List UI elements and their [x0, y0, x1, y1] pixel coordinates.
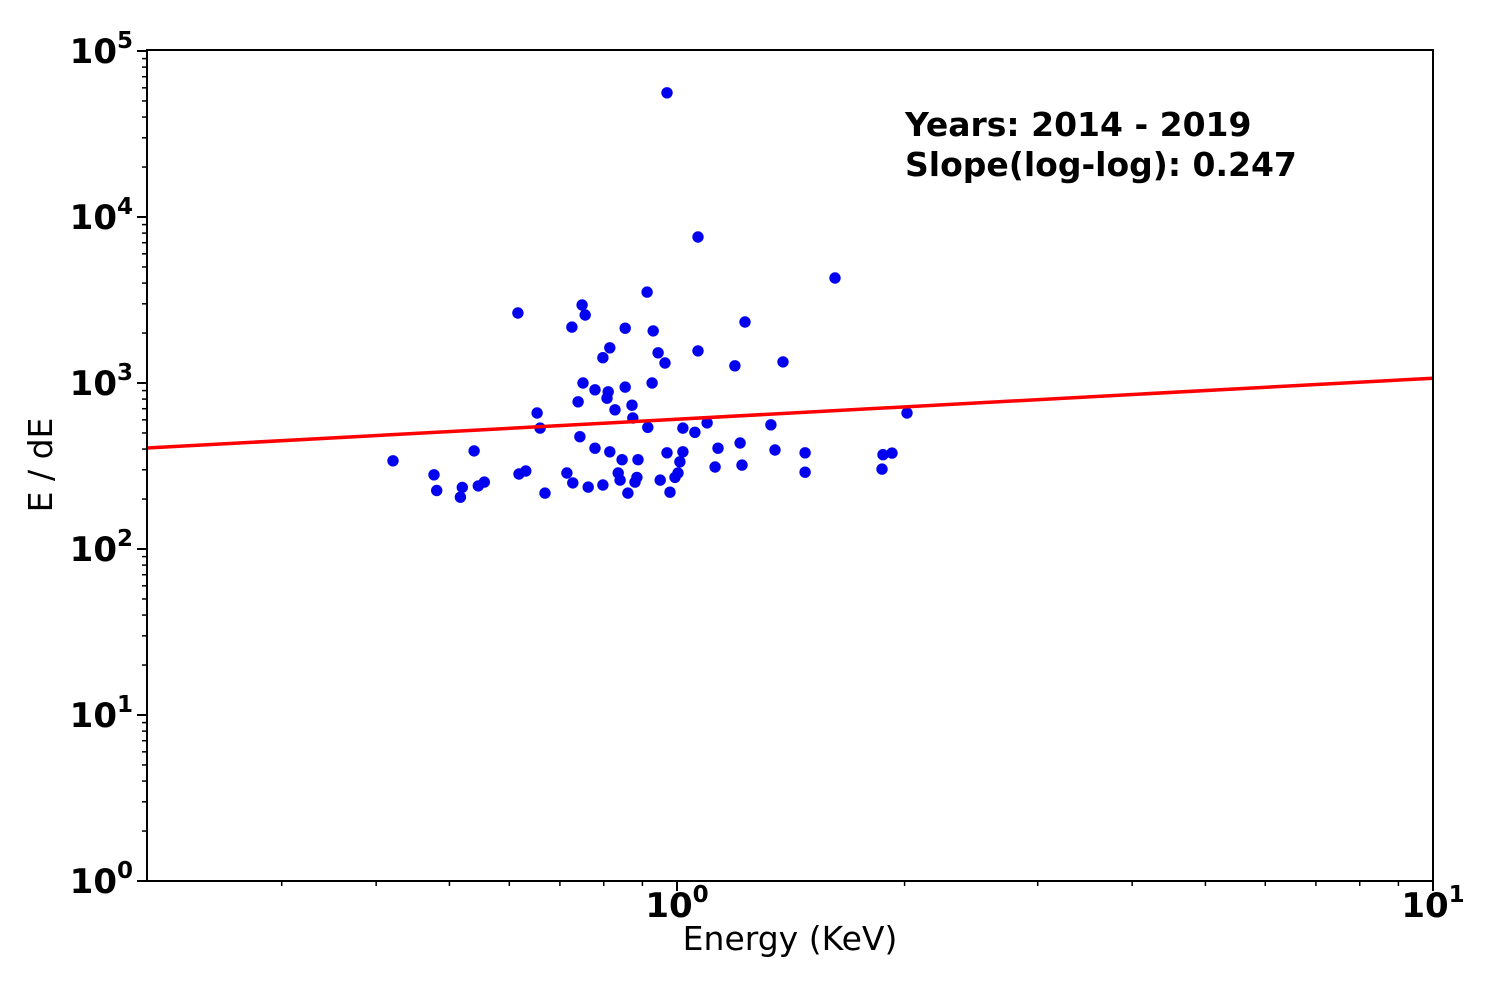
data-point: [701, 417, 713, 429]
data-point: [739, 316, 751, 328]
x-axis-label: Energy (KeV): [683, 919, 898, 958]
tick-labels: 100 101 100 101 102 103 104 105: [70, 28, 1465, 926]
data-point: [632, 454, 644, 466]
data-point: [646, 377, 658, 389]
data-point: [672, 467, 684, 479]
data-point: [652, 347, 664, 359]
data-point: [626, 399, 638, 411]
data-point: [654, 474, 666, 486]
data-point: [589, 384, 601, 396]
data-point: [677, 446, 689, 458]
data-point: [677, 422, 689, 434]
data-point: [539, 487, 551, 499]
data-point: [512, 307, 524, 319]
data-point: [572, 396, 584, 408]
data-point: [901, 407, 913, 419]
annotation-slope: Slope(log-log): 0.247: [905, 145, 1297, 184]
data-point: [582, 481, 594, 493]
data-point: [689, 426, 701, 438]
data-point: [574, 431, 586, 443]
data-point: [387, 455, 399, 467]
data-point: [531, 407, 543, 419]
data-point: [566, 321, 578, 333]
data-point: [712, 442, 724, 454]
data-point: [661, 447, 673, 459]
data-point: [876, 463, 888, 475]
data-point: [456, 481, 468, 494]
data-point: [661, 87, 673, 99]
x-tick-label: 101: [1401, 882, 1464, 926]
major-ticks: [137, 50, 1434, 891]
data-point: [619, 381, 631, 393]
data-point: [692, 231, 704, 243]
data-point: [616, 454, 628, 466]
y-tick-label: 104: [70, 194, 133, 238]
data-point: [579, 309, 591, 321]
data-point: [478, 476, 490, 488]
data-point: [647, 325, 659, 337]
data-point: [577, 377, 589, 389]
annotation-years: Years: 2014 - 2019: [904, 105, 1251, 144]
data-point: [769, 444, 781, 456]
plot-spines: [146, 49, 1434, 882]
data-point: [428, 469, 440, 481]
scatter-points: [387, 87, 913, 503]
data-point: [589, 442, 601, 454]
data-point: [601, 392, 613, 404]
data-point: [659, 357, 671, 369]
data-point: [799, 447, 811, 459]
data-point: [576, 299, 588, 311]
data-point: [597, 352, 609, 364]
data-point: [619, 322, 631, 334]
y-tick-label: 101: [70, 692, 133, 736]
y-tick-label: 100: [70, 858, 133, 902]
data-point: [642, 421, 654, 434]
fit-line-segment: [146, 376, 1434, 450]
fit-line: [146, 376, 1434, 450]
data-point: [674, 456, 686, 468]
data-point: [604, 446, 616, 458]
data-point: [709, 461, 721, 473]
data-point: [609, 404, 621, 416]
data-point: [597, 479, 609, 491]
data-point: [604, 342, 616, 354]
y-tick-label: 105: [70, 28, 133, 72]
data-point: [614, 474, 626, 486]
x-tick-label: 100: [645, 882, 708, 926]
data-point: [886, 447, 898, 459]
y-axis-label: E / dE: [21, 418, 60, 513]
data-point: [736, 459, 748, 471]
plot-border: [146, 49, 1434, 882]
y-tick-label: 103: [70, 360, 133, 404]
data-point: [777, 356, 789, 368]
data-point: [520, 465, 532, 477]
data-point: [641, 286, 653, 298]
data-point: [567, 477, 579, 489]
data-point: [734, 437, 746, 449]
data-point: [692, 345, 704, 357]
data-point: [799, 466, 811, 478]
data-point: [765, 419, 777, 431]
data-point: [454, 491, 467, 503]
data-point: [468, 445, 480, 457]
data-point: [729, 360, 741, 372]
data-point: [664, 486, 676, 498]
data-point: [622, 487, 634, 499]
y-tick-label: 102: [70, 526, 133, 570]
data-point: [877, 449, 889, 461]
data-point: [431, 484, 443, 497]
data-point: [561, 467, 573, 479]
data-point: [829, 272, 841, 284]
data-point: [631, 471, 643, 484]
